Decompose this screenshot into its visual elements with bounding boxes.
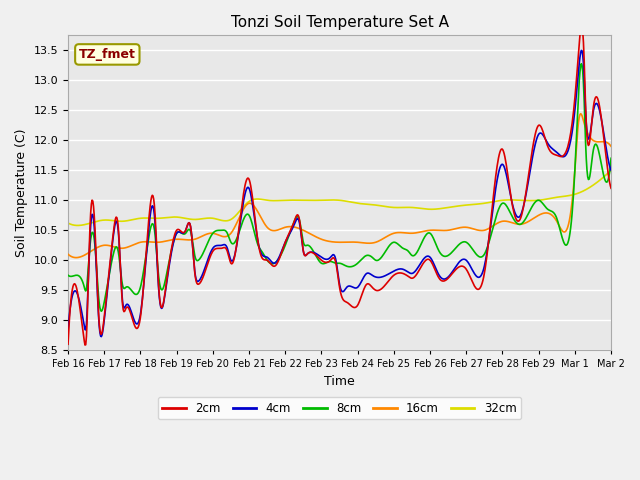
16cm [64, 252, 72, 257]
16cm [129, 242, 136, 248]
8cm [427, 231, 435, 237]
2cm [396, 270, 404, 276]
16cm [427, 228, 435, 233]
8cm [607, 156, 615, 161]
X-axis label: Time: Time [324, 375, 355, 388]
Text: TZ_fmet: TZ_fmet [79, 48, 136, 61]
4cm [129, 312, 136, 318]
32cm [129, 217, 136, 223]
16cm [72, 255, 79, 261]
Legend: 2cm, 4cm, 8cm, 16cm, 32cm: 2cm, 4cm, 8cm, 16cm, 32cm [158, 397, 522, 420]
8cm [228, 241, 236, 247]
4cm [577, 48, 585, 53]
8cm [276, 254, 284, 260]
4cm [396, 266, 404, 272]
Y-axis label: Soil Temperature (C): Soil Temperature (C) [15, 129, 28, 257]
4cm [64, 326, 72, 332]
8cm [255, 245, 263, 251]
2cm [577, 23, 585, 29]
Line: 16cm: 16cm [68, 114, 611, 258]
2cm [228, 261, 236, 266]
2cm [427, 258, 435, 264]
32cm [255, 196, 263, 202]
16cm [577, 111, 584, 117]
2cm [129, 316, 136, 322]
2cm [276, 255, 284, 261]
16cm [255, 211, 263, 217]
Line: 32cm: 32cm [68, 170, 611, 226]
32cm [607, 168, 615, 173]
Title: Tonzi Soil Temperature Set A: Tonzi Soil Temperature Set A [230, 15, 449, 30]
4cm [255, 244, 263, 250]
Line: 8cm: 8cm [68, 64, 611, 311]
8cm [64, 272, 72, 278]
2cm [64, 341, 72, 347]
32cm [427, 206, 435, 212]
16cm [228, 228, 236, 234]
32cm [74, 223, 82, 228]
32cm [276, 198, 284, 204]
2cm [255, 246, 263, 252]
4cm [427, 255, 435, 261]
32cm [64, 220, 72, 226]
8cm [577, 61, 585, 67]
16cm [607, 144, 615, 149]
4cm [607, 168, 615, 173]
32cm [396, 204, 404, 210]
16cm [396, 229, 404, 235]
8cm [97, 308, 105, 314]
4cm [228, 258, 236, 264]
16cm [276, 227, 284, 232]
4cm [97, 334, 105, 339]
32cm [228, 216, 236, 221]
Line: 4cm: 4cm [68, 50, 611, 336]
2cm [81, 342, 89, 348]
8cm [396, 243, 404, 249]
4cm [276, 253, 284, 259]
2cm [607, 185, 615, 191]
Line: 2cm: 2cm [68, 26, 611, 345]
8cm [129, 289, 136, 295]
